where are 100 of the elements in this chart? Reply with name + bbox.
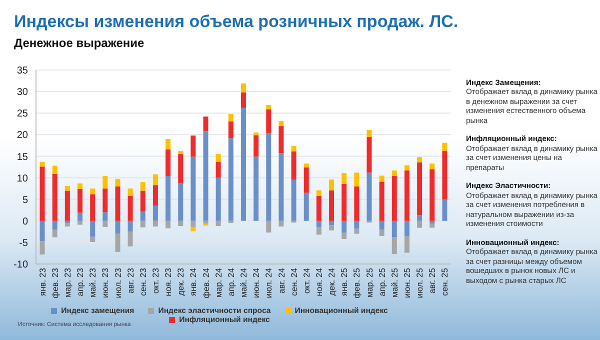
bar [392,220,397,238]
y-tick-label: -5 [19,238,28,249]
x-tick-label: июл. 25 [414,268,425,298]
bar [404,236,410,253]
bar [128,232,133,246]
bar [64,190,70,221]
bar [392,176,397,221]
bar [216,162,221,178]
bar [379,176,384,182]
bar [278,120,284,126]
bar [316,190,322,196]
bar [342,220,347,233]
bar [216,220,221,226]
x-tick-label: июн. 24 [251,268,262,298]
x-tick-label: май. 23 [88,268,98,298]
x-tick-label: окт. 24 [301,268,312,294]
bar [78,220,82,225]
x-tick-label: авг. 24 [276,268,286,294]
bar [291,151,296,180]
bar [291,146,296,152]
bar [40,166,45,221]
bar [342,173,347,184]
bar [254,156,259,221]
bar [115,179,120,186]
bar [52,230,58,238]
y-tick-label: 10 [16,173,28,184]
bar [354,172,360,186]
bar [102,220,108,227]
bar [228,121,234,138]
bar [240,108,246,221]
bar [329,190,334,221]
bar [366,172,372,221]
bar [417,215,422,221]
bar [254,135,259,157]
bar [216,178,221,221]
x-tick-label: мар. 24 [213,268,224,298]
bar [166,138,171,150]
bar [140,211,146,221]
bar [140,190,146,212]
bar [254,132,259,136]
x-tick-label: ноя. 24 [314,268,324,296]
x-tick-label: авг. 25 [427,268,438,294]
bar [216,154,221,162]
y-tick-label: 5 [22,194,28,206]
x-tick-label: фев. 23 [50,268,60,298]
bar [430,223,435,228]
bar [291,180,296,221]
bar [240,92,246,108]
bar [404,220,410,236]
bar [52,166,58,174]
bar [128,188,133,196]
x-tick-label: май. 25 [389,268,400,298]
bar [115,186,120,221]
bar [316,196,322,221]
bar [304,167,309,193]
bar [392,170,397,176]
bar [442,142,448,152]
x-tick-label: апр. 23 [75,268,86,296]
bar [78,212,82,221]
bar [342,184,347,221]
y-tick-label: 15 [16,152,28,163]
bar [304,192,309,221]
bar [379,220,384,230]
x-tick-label: дек. 24 [326,268,337,296]
bar [90,188,96,194]
x-tick-label: янв. 24 [188,268,198,296]
bar [354,186,360,221]
x-tick-label: июл. 23 [112,268,123,298]
bar [140,182,146,191]
bar [404,170,410,221]
bar [203,116,208,132]
bar [430,169,435,221]
x-tick-label: окт. 23 [150,268,161,294]
bar [228,220,234,224]
bar [442,199,448,221]
bar [178,151,184,154]
bar [190,136,196,157]
bar [442,151,448,200]
bar [90,220,96,237]
bar [240,83,246,92]
bar [64,220,70,224]
bar [304,164,309,168]
bar [316,227,322,235]
bar [417,157,422,162]
bar [64,186,70,191]
y-tick-label: 30 [16,87,28,98]
bar [278,153,284,221]
x-tick-label: авг. 23 [125,268,136,294]
bar [379,182,384,221]
bar [342,232,347,239]
bar [90,194,96,221]
bar [52,174,58,221]
bar [178,182,184,221]
x-tick-label: апр. 25 [376,268,387,296]
x-tick-label: апр. 24 [226,268,236,296]
bar [417,220,422,228]
y-tick-label: 20 [16,130,28,142]
bar [128,220,133,232]
bar [90,236,96,242]
bar [166,149,171,176]
